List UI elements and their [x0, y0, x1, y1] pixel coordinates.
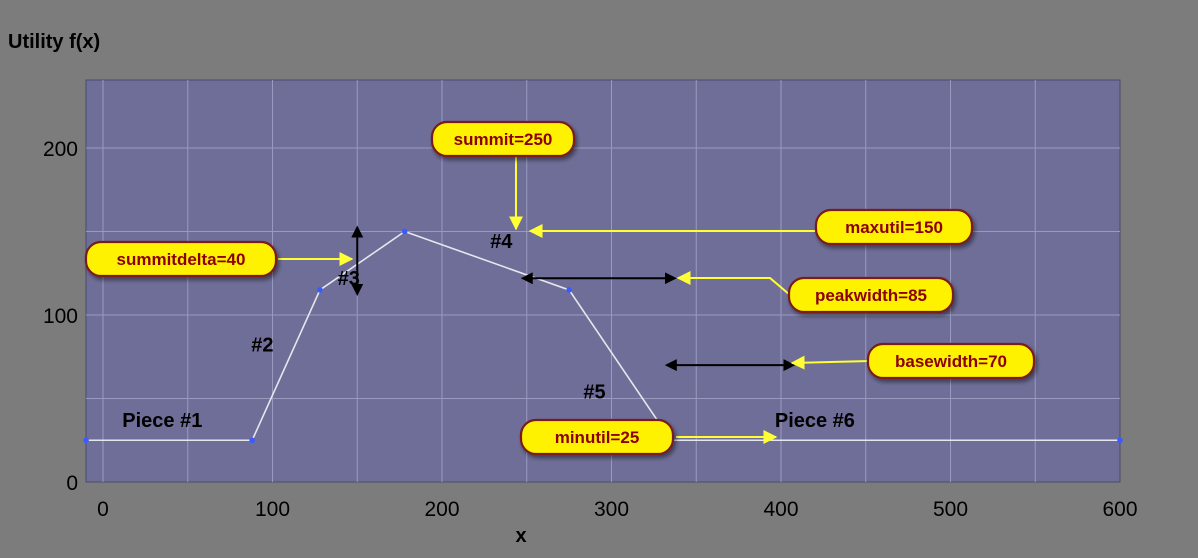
- callout-arrow: [790, 355, 871, 370]
- x-tick-label: 400: [763, 498, 798, 521]
- x-tick-label: 500: [933, 498, 968, 521]
- callout-box: [814, 208, 974, 246]
- piece-label: #2: [251, 335, 273, 357]
- piece-label: Piece #6: [775, 410, 855, 432]
- x-tick-label: 200: [424, 498, 459, 521]
- data-point: [317, 287, 323, 293]
- tick-labels: 0 100 200 300 400 500 600 0 100 200: [43, 138, 1138, 521]
- callout-label: summit=250: [454, 130, 553, 149]
- dimension-markers: [351, 225, 796, 372]
- y-tick-label: 100: [43, 305, 78, 328]
- x-tick-label: 100: [255, 498, 290, 521]
- data-point: [401, 228, 408, 235]
- piece-label: #4: [490, 231, 513, 253]
- x-tick-label: 600: [1102, 498, 1137, 521]
- y-axis-title: Utility f(x): [8, 31, 100, 53]
- callout-label: maxutil=150: [845, 218, 943, 237]
- x-tick-label: 0: [97, 498, 109, 521]
- callout-box: [866, 342, 1036, 380]
- callout-arrows: [278, 157, 871, 444]
- callout-box: [787, 276, 955, 314]
- callout-box: [84, 240, 278, 278]
- callout-box: [519, 418, 675, 456]
- x-axis-title: x: [515, 525, 526, 547]
- piece-label: Piece #1: [122, 410, 202, 432]
- x-tick-label: 300: [594, 498, 629, 521]
- data-point: [249, 437, 255, 444]
- y-tick-label: 0: [66, 472, 78, 495]
- data-point: [1117, 437, 1123, 444]
- callout-label: basewidth=70: [895, 352, 1007, 371]
- callout-arrow: [676, 271, 791, 296]
- callout-box: [430, 120, 576, 158]
- callouts: summit=250 maxutil=150 summitdelta=40 peakw…: [84, 120, 1036, 456]
- callout-label: peakwidth=85: [815, 286, 927, 305]
- data-point: [83, 437, 89, 444]
- data-point: [566, 287, 572, 293]
- callout-label: summitdelta=40: [117, 250, 246, 269]
- callout-label: minutil=25: [555, 428, 640, 447]
- piece-label: #5: [583, 382, 605, 404]
- y-tick-label: 200: [43, 138, 78, 161]
